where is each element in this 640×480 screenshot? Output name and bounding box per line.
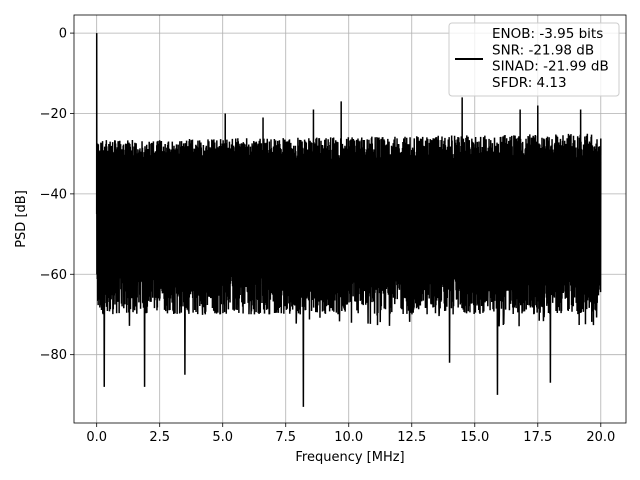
legend-enob-text: ENOB: -3.95 bits [492, 26, 603, 42]
y-axis-label: PSD [dB] [14, 190, 29, 248]
psd-series-line [95, 33, 602, 407]
x-axis-label: Frequency [MHz] [295, 450, 404, 465]
x-tick-label: 10.0 [334, 430, 363, 445]
x-tick-label: 5.0 [212, 430, 233, 445]
y-tick-label: 0 [59, 27, 67, 42]
legend-box [448, 22, 620, 97]
x-tick-label: 2.5 [149, 430, 170, 445]
y-tick-label: −20 [40, 107, 67, 122]
y-tick-label: −40 [40, 187, 67, 202]
x-tick-label: 7.5 [275, 430, 296, 445]
legend-sfdr-text: SFDR: 4.13 [492, 75, 567, 91]
y-tick-label: −80 [40, 348, 67, 363]
x-axis-ticks: 0.0 2.5 5.0 7.5 10.0 12.5 15.0 17.5 20.0 [86, 423, 615, 445]
legend: ENOB: -3.95 bits SNR: -21.98 dB SINAD: -… [448, 22, 620, 97]
x-tick-label: 0.0 [86, 430, 107, 445]
y-tick-label: −60 [40, 268, 67, 283]
legend-snr-text: SNR: -21.98 dB [492, 42, 594, 58]
x-tick-label: 17.5 [523, 430, 552, 445]
x-tick-label: 15.0 [460, 430, 489, 445]
plot-area-frame [73, 14, 627, 424]
x-tick-label: 20.0 [586, 430, 615, 445]
legend-sinad-text: SINAD: -21.99 dB [492, 59, 609, 75]
y-axis-ticks: 0 −20 −40 −60 −80 [40, 27, 74, 363]
psd-series-layer [95, 33, 602, 407]
x-tick-label: 12.5 [397, 430, 426, 445]
